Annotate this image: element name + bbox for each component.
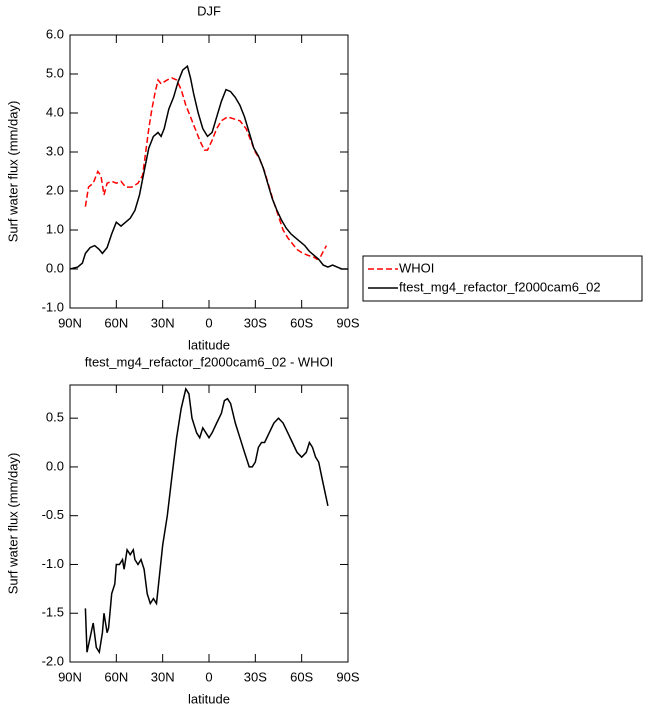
y-tick-label: 4.0 (46, 104, 64, 119)
x-tick-label: 30S (244, 669, 267, 684)
y-tick-label: 3.0 (46, 143, 64, 158)
y-tick-label: 0.0 (46, 458, 64, 473)
y-axis-label: Surf water flux (mm/day) (5, 101, 20, 243)
x-tick-label: 0 (205, 315, 212, 330)
x-tick-label: 90S (336, 315, 359, 330)
x-tick-label: 90N (58, 669, 82, 684)
legend-label: ftest_mg4_refactor_f2000cam6_02 (399, 279, 601, 294)
x-tick-label: 60S (290, 669, 313, 684)
y-tick-label: -1.5 (42, 605, 64, 620)
x-tick-label: 30N (151, 669, 175, 684)
x-tick-label: 90N (58, 315, 82, 330)
chart-title: DJF (197, 3, 221, 18)
y-tick-label: -1.0 (42, 556, 64, 571)
x-tick-label: 0 (205, 669, 212, 684)
y-tick-label: -0.5 (42, 507, 64, 522)
x-tick-label: 60S (290, 315, 313, 330)
plot-frame (69, 384, 349, 663)
y-tick-label: 0.5 (46, 410, 64, 425)
x-tick-label: 90S (336, 669, 359, 684)
y-tick-label: 5.0 (46, 65, 64, 80)
y-tick-label: -1.0 (42, 299, 64, 314)
y-axis-label: Surf water flux (mm/day) (5, 453, 20, 595)
y-tick-label: -2.0 (42, 653, 64, 668)
x-axis-label: latitude (188, 691, 230, 706)
y-tick-label: 2.0 (46, 182, 64, 197)
line (69, 64, 348, 270)
line (84, 386, 329, 655)
plot-frame (69, 34, 349, 309)
x-tick-label: 30S (244, 315, 267, 330)
x-axis-label: latitude (188, 337, 230, 352)
x-tick-label: 60N (104, 669, 128, 684)
chart-title: ftest_mg4_refactor_f2000cam6_02 - WHOI (85, 354, 334, 369)
line (84, 77, 328, 261)
x-tick-label: 60N (104, 315, 128, 330)
legend-label: WHOI (399, 260, 434, 275)
y-tick-label: 0.0 (46, 260, 64, 275)
legend-box (362, 255, 643, 302)
y-tick-label: 1.0 (46, 221, 64, 236)
legend: WHOI ftest_mg4_refactor_f2000cam6_02 (362, 255, 643, 302)
x-tick-label: 30N (151, 315, 175, 330)
y-tick-label: 6.0 (46, 26, 64, 41)
